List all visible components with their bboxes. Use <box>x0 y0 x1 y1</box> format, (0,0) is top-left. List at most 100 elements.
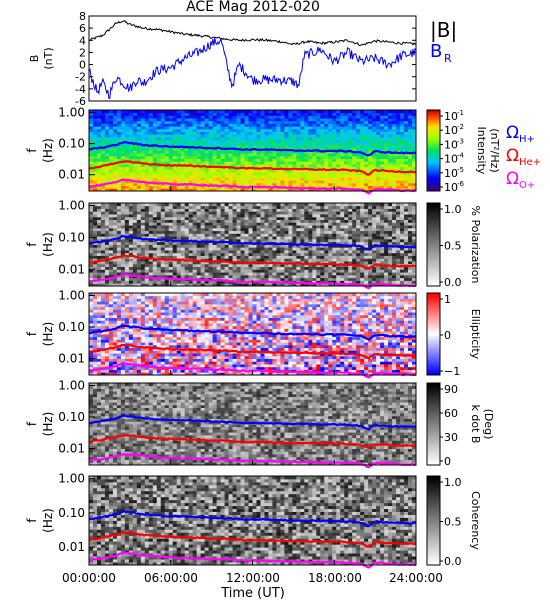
spectrogram-cell <box>304 126 309 130</box>
spectrogram-cell <box>184 158 190 162</box>
spectrogram-cell <box>100 252 106 256</box>
spectrogram-cell <box>92 142 98 146</box>
spectrogram-cell <box>96 216 102 220</box>
spectrogram-cell <box>248 131 253 135</box>
spectrogram-cell <box>89 145 94 149</box>
spectrogram-cell <box>252 283 257 287</box>
spectrogram-cell <box>268 238 273 243</box>
spectrogram-cell <box>172 139 178 143</box>
spectrogram-cell <box>228 137 233 141</box>
colorbar-tick-exponent: -1 <box>457 109 464 117</box>
spectrogram-cell <box>224 208 229 212</box>
spectrogram-cell <box>336 180 341 184</box>
spectrogram-cell <box>360 180 365 184</box>
spectrogram-cell <box>376 164 381 168</box>
spectrogram-cell <box>192 188 198 192</box>
spectrogram-cell <box>344 123 349 127</box>
spectrogram-cell <box>152 112 158 116</box>
spectrogram-cell <box>284 247 289 251</box>
spectrogram-cell <box>184 120 190 124</box>
spectrogram-cell <box>220 115 225 119</box>
spectrogram-cell <box>124 110 130 114</box>
spectrogram-cell <box>188 211 194 215</box>
spectrogram-cell <box>108 112 114 116</box>
spectrogram-cell <box>128 208 134 212</box>
spectrogram-cell <box>220 174 225 178</box>
spectrogram-cell <box>360 252 365 256</box>
spectrogram-cell <box>220 188 225 192</box>
spectrogram-cell <box>164 115 170 119</box>
spectrogram-cell <box>332 211 337 215</box>
spectrogram-cell <box>100 177 106 181</box>
spectrogram-cell <box>336 115 341 119</box>
spectrogram-cell <box>352 110 357 114</box>
spectrogram-cell <box>108 269 114 273</box>
spectrogram-cell <box>384 241 389 245</box>
spectrogram-cell <box>332 120 337 124</box>
spectrogram-cell <box>384 110 389 114</box>
colorbar-tick-exponent: -6 <box>457 180 465 188</box>
spectrogram-cell <box>168 123 174 127</box>
spectrogram-cell <box>300 269 305 273</box>
spectrogram-cell <box>144 236 150 240</box>
spectrogram-cell <box>308 145 313 149</box>
spectrogram-cell <box>404 126 409 130</box>
spectrogram-cell <box>204 261 210 265</box>
spectrogram-cell <box>188 112 194 116</box>
spectrogram-cell <box>352 112 357 116</box>
spectrogram-cell <box>384 203 389 207</box>
spectrogram-cell <box>164 188 170 192</box>
spectrogram-cell <box>276 164 281 168</box>
spectrogram-cell <box>204 188 210 192</box>
spectrogram-cell <box>100 225 106 229</box>
spectrogram-cell <box>200 211 206 215</box>
spectrogram-cell <box>204 216 210 220</box>
spectrogram-cell <box>124 155 130 159</box>
spectrogram-cell <box>348 216 353 220</box>
spectrogram-cell <box>180 280 186 284</box>
spectrogram-cell <box>232 155 237 159</box>
spectrogram-cell <box>216 182 221 186</box>
spectrogram-cell <box>316 205 321 209</box>
spectrogram-cell <box>140 150 146 154</box>
spectrogram-cell <box>372 145 377 149</box>
spectrogram-cell <box>188 161 194 165</box>
spectrogram-cell <box>352 272 357 276</box>
spectrogram-cell <box>324 147 329 151</box>
spectrogram-cell <box>348 150 353 154</box>
spectrogram-cell <box>96 166 102 170</box>
spectrogram-cell <box>200 169 206 173</box>
spectrogram-cell <box>140 216 146 220</box>
spectrogram-cell <box>268 255 273 259</box>
spectrogram-cell <box>148 128 154 132</box>
spectrogram-cell <box>232 227 237 232</box>
spectrogram-cell <box>284 258 289 262</box>
spectrogram-cell <box>276 123 281 127</box>
spectrogram-cell <box>304 182 309 186</box>
spectrogram-cell <box>148 203 154 207</box>
spectrogram-cell <box>196 185 202 189</box>
spectrogram-cell <box>116 263 122 268</box>
spectrogram-cell <box>212 222 218 226</box>
spectrogram-cell <box>220 255 225 259</box>
spectrogram-cell <box>180 255 186 259</box>
spectrogram-cell <box>328 166 333 170</box>
spectrogram-cell <box>224 115 229 119</box>
spectrogram-cell <box>116 182 122 186</box>
spectrogram-cell <box>89 247 94 251</box>
spectrogram-cell <box>324 177 329 181</box>
spectrogram-cell <box>140 258 146 262</box>
y-axis-unit: (Hz) <box>41 138 55 163</box>
spectrogram-cell <box>260 227 265 232</box>
spectrogram-cell <box>348 139 353 143</box>
spectrogram-cell <box>216 241 221 245</box>
spectrogram-cell <box>196 233 202 237</box>
spectrogram-cell <box>412 110 417 114</box>
spectrogram-cell <box>216 227 221 232</box>
spectrogram-cell <box>184 128 190 132</box>
spectrogram-cell <box>380 164 385 168</box>
spectrogram-cell <box>276 145 281 149</box>
spectrogram-cell <box>248 134 253 138</box>
spectrogram-cell <box>96 252 102 256</box>
spectrogram-cell <box>136 203 142 207</box>
